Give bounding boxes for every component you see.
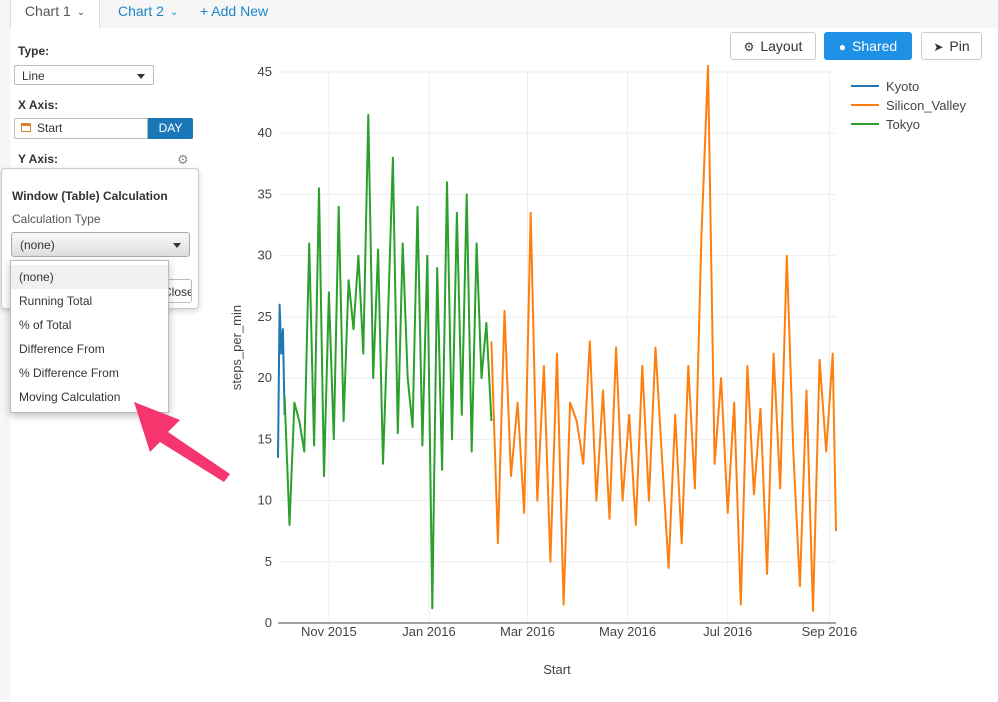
- add-new-tab-link[interactable]: + Add New: [200, 3, 269, 19]
- series-line-kyoto: [277, 303, 286, 458]
- pin-button[interactable]: ➤ Pin: [921, 32, 982, 60]
- tab-chart-1[interactable]: Chart 1 ⌄: [10, 0, 100, 30]
- x-axis-unit-button[interactable]: DAY: [148, 118, 193, 139]
- dropdown-option-running-total[interactable]: Running Total: [19, 294, 93, 308]
- pin-button-label: Pin: [949, 38, 970, 54]
- type-label: Type:: [18, 44, 50, 58]
- popover-title: Window (Table) Calculation: [12, 189, 168, 203]
- layout-button-label: Layout: [760, 38, 803, 54]
- x-tick-label: Sep 2016: [802, 624, 858, 639]
- caret-down-icon: [173, 243, 181, 248]
- series-line-silicon-valley: [490, 64, 837, 612]
- y-axis-label: Y Axis:: [18, 152, 59, 166]
- calculation-type-label: Calculation Type: [12, 212, 101, 226]
- series-line-tokyo: [283, 113, 493, 610]
- y-tick-label: 10: [258, 493, 272, 508]
- x-tick-label: Mar 2016: [500, 624, 555, 639]
- globe-icon: ●: [838, 40, 847, 54]
- caret-down-icon: [137, 74, 145, 79]
- y-axis-title: steps_per_min: [229, 305, 244, 390]
- chart-type-value: Line: [22, 69, 45, 83]
- arrow-shape: [134, 402, 230, 482]
- x-tick-label: Jul 2016: [703, 624, 752, 639]
- x-tick-label: May 2016: [599, 624, 656, 639]
- chevron-down-icon[interactable]: ⌄: [169, 7, 179, 18]
- legend-label: Tokyo: [886, 117, 920, 132]
- dropdown-option-percent-difference-from[interactable]: % Difference From: [19, 366, 119, 380]
- dropdown-option-percent-of-total[interactable]: % of Total: [19, 318, 72, 332]
- shared-button[interactable]: ● Shared: [824, 32, 912, 60]
- y-tick-label: 25: [258, 309, 272, 324]
- layout-button[interactable]: ⚙ Layout: [730, 32, 816, 60]
- chart-type-select[interactable]: Line: [14, 65, 154, 85]
- x-tick-label: Jan 2016: [402, 624, 456, 639]
- x-axis-title: Start: [543, 662, 571, 677]
- y-tick-label: 35: [258, 186, 272, 201]
- x-axis-value: Start: [37, 121, 63, 135]
- y-tick-label: 30: [258, 248, 272, 263]
- y-tick-label: 0: [265, 615, 272, 630]
- dropdown-option-none[interactable]: (none): [11, 265, 168, 289]
- tab-chart-2-label: Chart 2: [118, 3, 164, 19]
- calculation-type-dropdown: (none) Running Total % of Total Differen…: [10, 260, 169, 413]
- shared-button-label: Shared: [852, 38, 898, 54]
- gear-icon: ⚙: [743, 40, 755, 54]
- close-button-label: Close: [163, 285, 192, 299]
- y-tick-label: 15: [258, 431, 272, 446]
- chart-tabs: Chart 1 ⌄ Chart 2 ⌄ + Add New: [0, 0, 998, 30]
- pin-icon: ➤: [933, 40, 944, 54]
- calendar-icon: [21, 123, 31, 132]
- legend-label: Kyoto: [886, 79, 919, 94]
- tab-chart-1-label: Chart 1: [24, 3, 71, 19]
- gear-icon[interactable]: ⚙: [177, 152, 189, 167]
- y-tick-label: 40: [258, 125, 272, 140]
- y-tick-label: 20: [258, 370, 272, 385]
- x-axis-field[interactable]: Start: [14, 118, 148, 139]
- y-tick-label: 45: [258, 64, 272, 79]
- x-tick-label: Nov 2015: [301, 624, 357, 639]
- y-tick-label: 5: [265, 554, 272, 569]
- tab-chart-2[interactable]: Chart 2 ⌄: [118, 0, 178, 28]
- calculation-type-value: (none): [20, 238, 55, 252]
- chevron-down-icon[interactable]: ⌄: [76, 7, 86, 18]
- dropdown-option-moving-calculation[interactable]: Moving Calculation: [19, 390, 121, 404]
- calculation-type-select[interactable]: (none): [11, 232, 190, 257]
- legend-label: Silicon_Valley: [886, 98, 966, 113]
- dropdown-option-difference-from[interactable]: Difference From: [19, 342, 105, 356]
- x-axis-label: X Axis:: [18, 98, 59, 112]
